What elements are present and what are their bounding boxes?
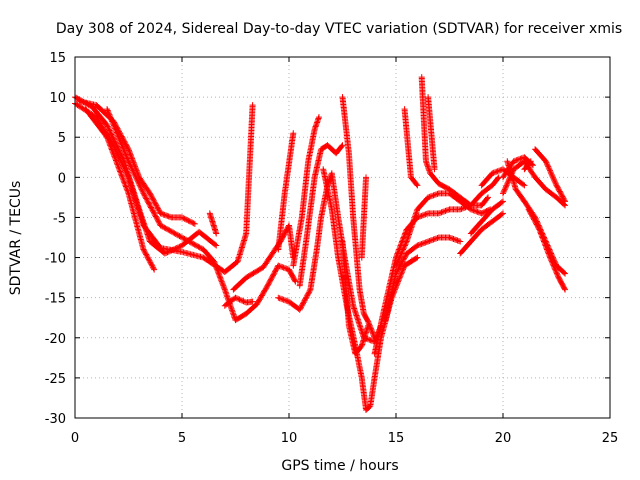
x-tick-label: 20 [495, 431, 512, 446]
series-track-29 [521, 158, 534, 173]
series-track-9 [275, 130, 297, 253]
y-axis-label: SDTVAR / TECUs [8, 181, 24, 296]
series-track-7 [206, 210, 220, 237]
x-tick-label: 0 [71, 431, 79, 446]
y-tick-label: 10 [49, 91, 66, 106]
x-tick-label: 15 [388, 431, 405, 446]
series-track-6 [221, 294, 256, 309]
y-tick-label: 15 [49, 51, 66, 66]
series-track-21 [418, 74, 492, 209]
series-track-14 [339, 94, 378, 341]
series-track-20 [401, 106, 421, 189]
y-tick-label: -20 [45, 332, 66, 347]
series-track-19 [393, 190, 494, 269]
x-tick-label: 25 [602, 431, 619, 446]
series-track-15 [339, 238, 372, 357]
plot-frame [74, 56, 611, 419]
y-tick-label: -10 [45, 252, 66, 267]
series-track-30 [532, 146, 569, 205]
series-track-18 [382, 234, 464, 325]
y-tick-label: -15 [45, 292, 66, 307]
series-track-32 [525, 206, 569, 293]
data-layer [72, 74, 569, 413]
series-track-5 [82, 106, 158, 273]
y-tick-label: -30 [45, 412, 66, 427]
chart-title: Day 308 of 2024, Sidereal Day-to-day VTE… [56, 21, 622, 37]
x-axis-label: GPS time / hours [281, 458, 398, 474]
y-tick-label: -5 [53, 211, 66, 226]
y-tick-label: -25 [45, 372, 66, 387]
series-track-11 [296, 142, 346, 289]
series-track-16 [358, 174, 370, 261]
x-tick-label: 5 [178, 431, 186, 446]
y-tick-label: 0 [58, 171, 66, 186]
series-track-23 [457, 210, 506, 257]
y-tick-label: 5 [58, 131, 66, 146]
series-track-24 [467, 198, 506, 237]
series-track-28 [504, 158, 528, 205]
series-track-12 [290, 114, 322, 269]
x-tick-label: 10 [281, 431, 298, 446]
series-track-22 [425, 94, 438, 173]
